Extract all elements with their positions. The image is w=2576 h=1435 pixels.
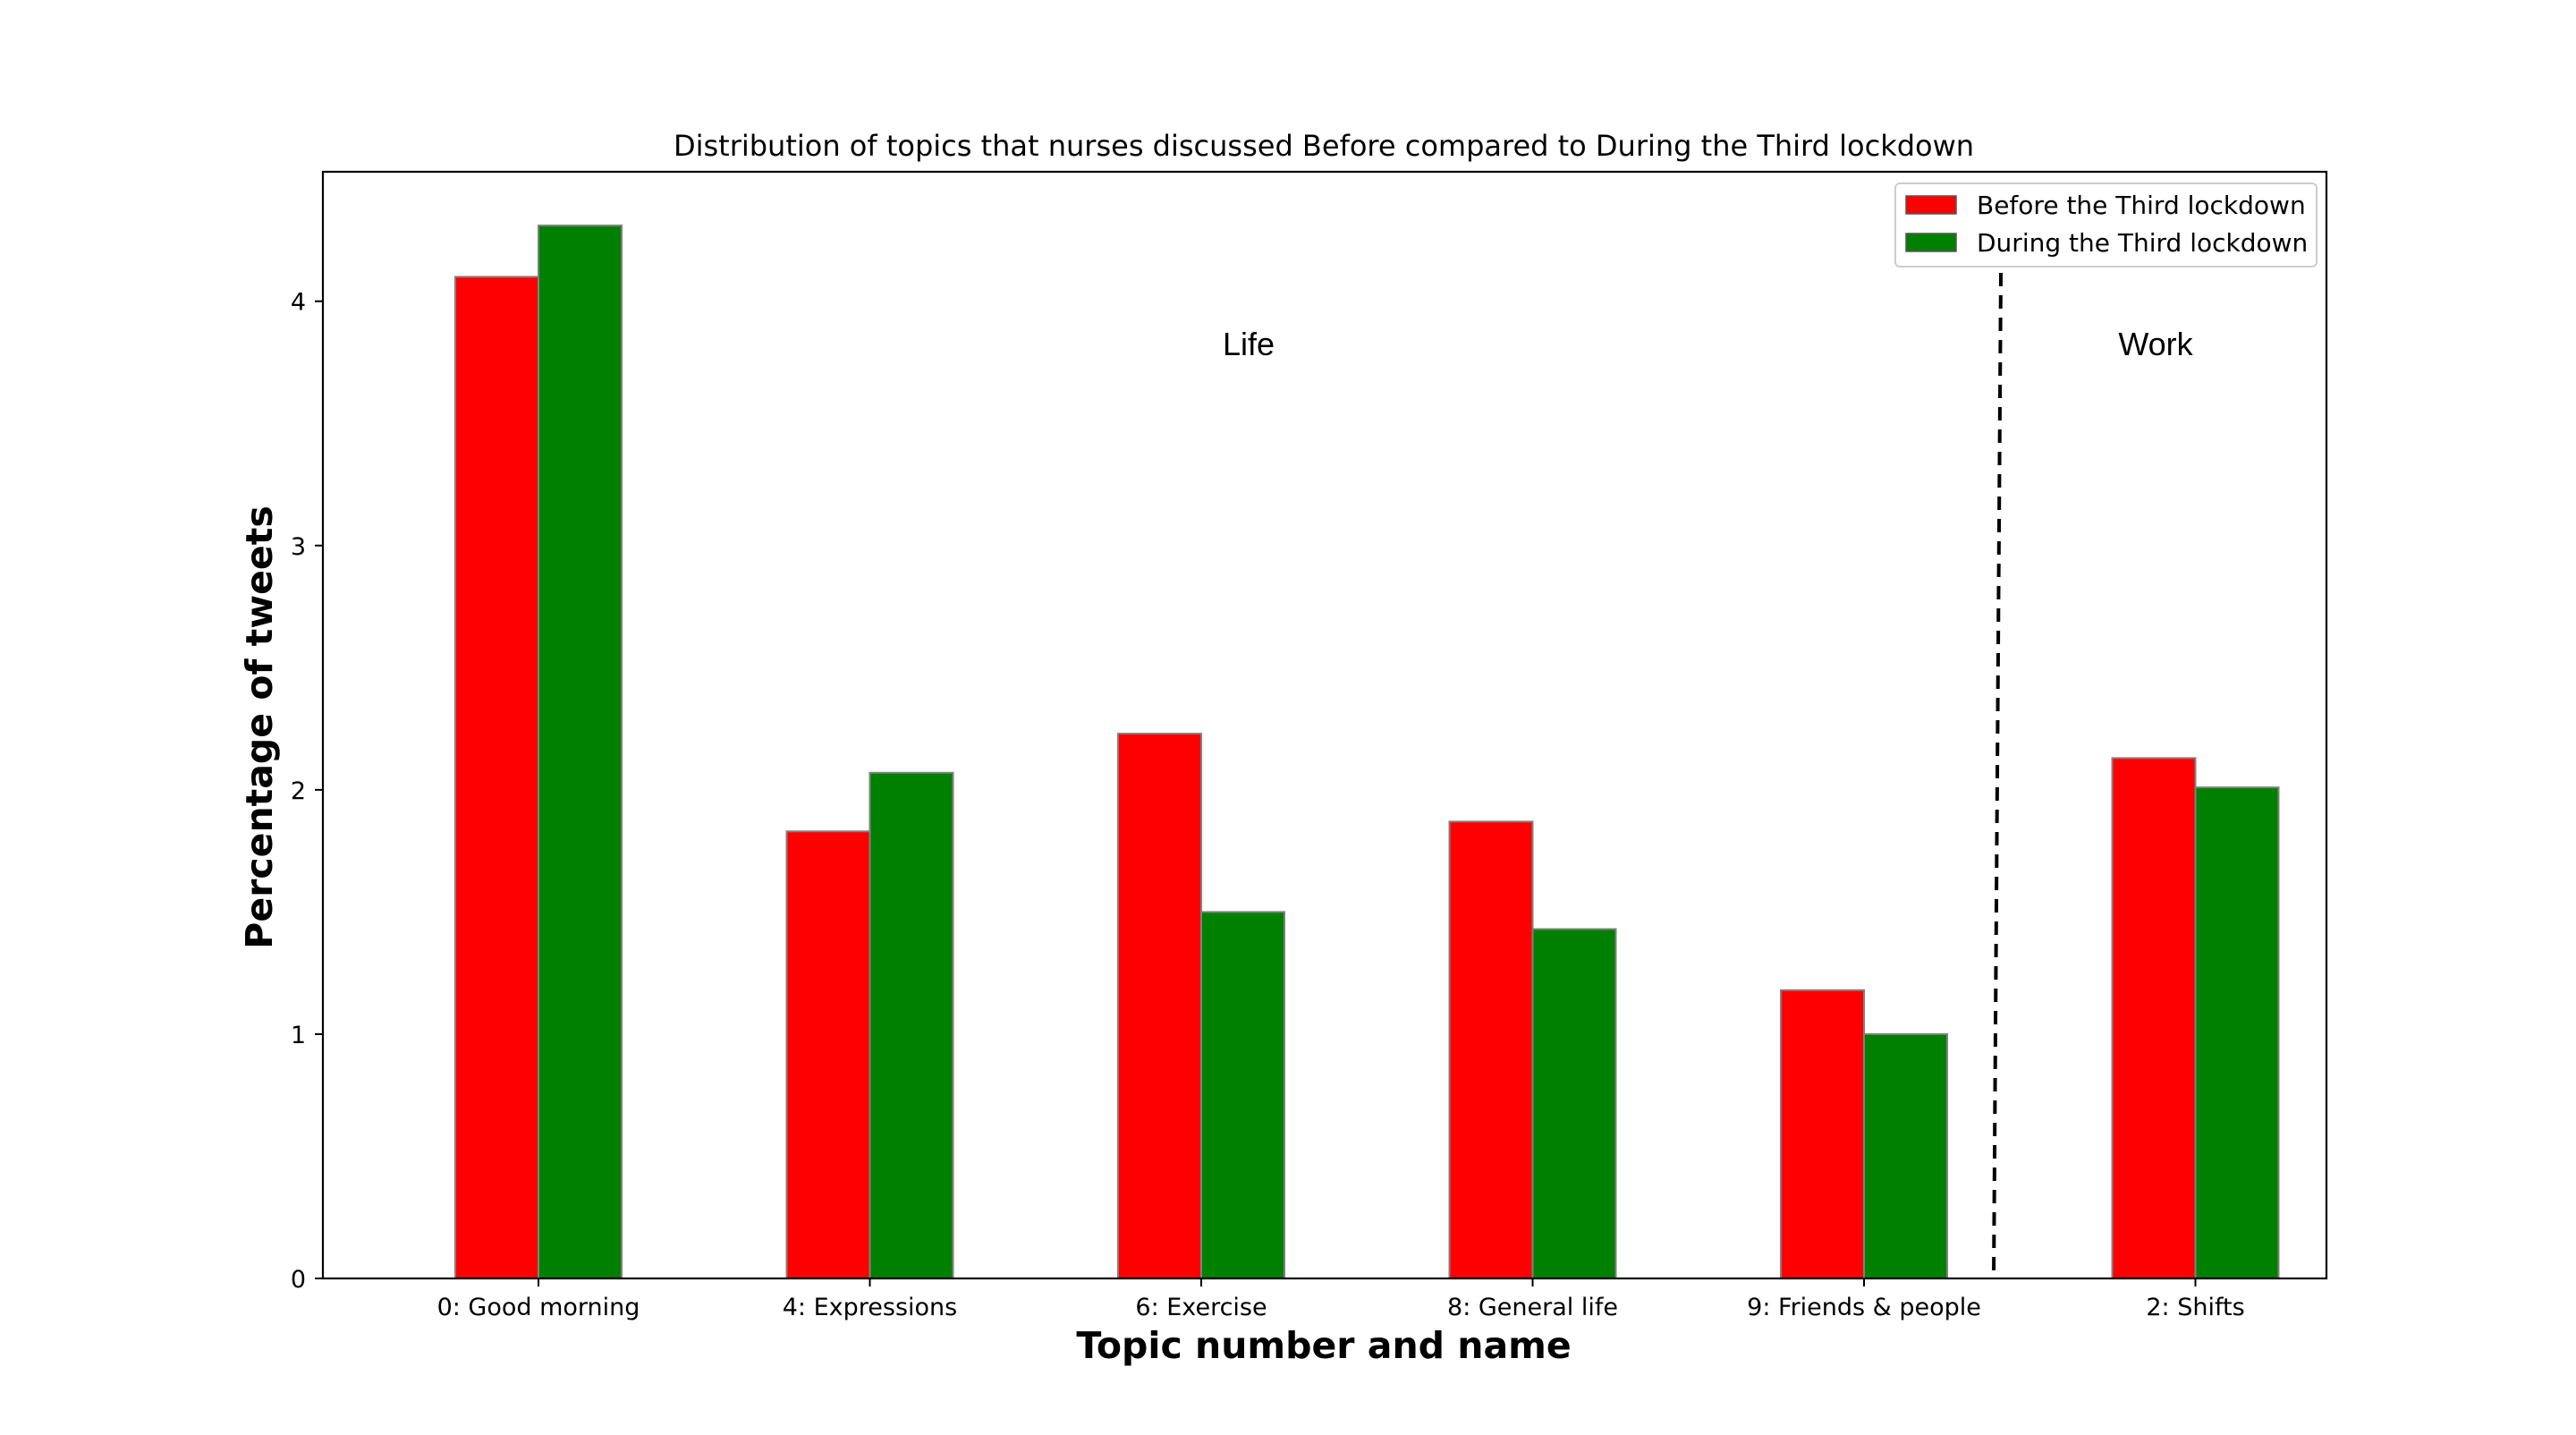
x-tick-label-9-friends-people: 9: Friends & people — [1747, 1294, 1981, 1321]
x-axis-label: Topic number and name — [1076, 1324, 1571, 1367]
y-tick-label: 0 — [291, 1266, 306, 1294]
bar-before-2-shifts — [2111, 757, 2197, 1279]
bar-before-8-general-life — [1448, 820, 1534, 1280]
y-tick-label: 3 — [291, 533, 306, 561]
region-label-life: Life — [1223, 326, 1275, 362]
x-tick-label-4-expressions: 4: Expressions — [783, 1294, 958, 1321]
bar-during-6-exercise — [1200, 911, 1285, 1279]
bar-during-0-good-morning — [538, 225, 623, 1279]
legend-swatch-before — [1905, 195, 1957, 215]
legend-label-during: During the Third lockdown — [1977, 228, 2308, 258]
x-tick-label-6-exercise: 6: Exercise — [1135, 1294, 1267, 1321]
x-tick-label-2-shifts: 2: Shifts — [2146, 1294, 2244, 1321]
bars-layer — [454, 225, 2280, 1280]
plot-frame — [321, 170, 2328, 1280]
chart-title: Distribution of topics that nurses discu… — [674, 129, 1974, 163]
bar-during-2-shifts — [2194, 786, 2280, 1279]
legend-frame — [1894, 183, 2318, 267]
bar-before-4-expressions — [785, 830, 871, 1280]
region-divider-line — [1992, 272, 2003, 1279]
bar-before-0-good-morning — [454, 276, 539, 1279]
region-label-work: Work — [2118, 326, 2193, 362]
x-axis-ticks: 0: Good morning 4: Expressions 6: Exercise… — [437, 1278, 2245, 1321]
bar-during-8-general-life — [1531, 928, 1617, 1279]
y-tick-label: 1 — [291, 1022, 306, 1049]
legend-label-before: Before the Third lockdown — [1977, 191, 2306, 220]
y-tick-label: 2 — [291, 777, 306, 805]
x-tick-label-8-general-life: 8: General life — [1447, 1294, 1618, 1321]
x-tick-label-0-good-morning: 0: Good morning — [437, 1294, 640, 1321]
bar-during-9-friends-people — [1863, 1032, 1948, 1279]
y-axis-label: Percentage of tweets — [238, 505, 281, 948]
legend: Before the Third lockdown During the Thi… — [1894, 183, 2318, 267]
divider-layer — [1992, 272, 2003, 1279]
bar-during-4-expressions — [869, 771, 954, 1279]
legend-swatch-during — [1905, 233, 1957, 252]
bar-before-6-exercise — [1117, 733, 1202, 1279]
bar-before-9-friends-people — [1780, 989, 1865, 1280]
y-tick-label: 4 — [291, 289, 306, 317]
y-axis-ticks: 0 1 2 3 4 — [291, 289, 323, 1294]
